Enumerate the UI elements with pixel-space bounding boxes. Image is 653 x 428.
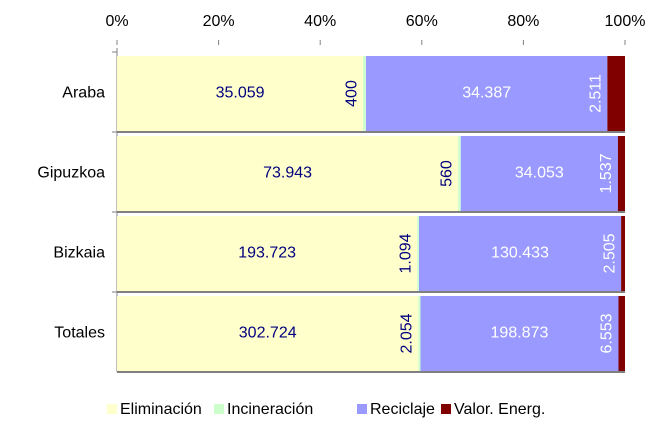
x-tick-label: 0%: [105, 13, 128, 30]
data-label: 73.943: [263, 165, 312, 182]
legend-label: Eliminación: [120, 401, 202, 418]
data-label: 193.723: [238, 245, 296, 262]
legend-swatch: [357, 404, 367, 414]
data-label: 35.059: [216, 85, 265, 102]
bar-segment: [621, 216, 625, 291]
y-tick-label: Araba: [62, 85, 105, 102]
x-tick-label: 40%: [304, 13, 336, 30]
legend-label: Reciclaje: [370, 401, 435, 418]
legend-swatch: [214, 404, 224, 414]
bar-segment: [365, 56, 608, 131]
legend-swatch: [441, 404, 451, 414]
bar-segment: [117, 56, 364, 131]
data-label: 2.505: [601, 233, 618, 273]
bar-segment: [460, 136, 618, 211]
data-label: 560: [438, 160, 455, 187]
x-tick-label: 60%: [406, 13, 438, 30]
data-label: 34.387: [462, 85, 511, 102]
y-tick-label: Gipuzkoa: [37, 165, 105, 182]
x-tick-label: 80%: [507, 13, 539, 30]
data-label: 6.553: [599, 313, 616, 353]
bar-segment: [420, 296, 619, 371]
y-tick-label: Totales: [54, 325, 105, 342]
legend-label: Valor. Energ.: [454, 401, 545, 418]
bar-segment: [117, 216, 418, 291]
bar-segment: [417, 216, 419, 291]
bar-segment: [117, 136, 459, 211]
bar-segment: [363, 56, 366, 131]
bar-segment: [617, 136, 625, 211]
data-label: 34.053: [515, 165, 564, 182]
x-tick-label: 100%: [605, 13, 646, 30]
data-label: 2.511: [588, 74, 605, 113]
y-tick-label: Bizkaia: [53, 245, 105, 262]
bar-segment: [418, 216, 622, 291]
x-tick-label: 20%: [203, 13, 235, 30]
data-label: 198.873: [491, 325, 549, 342]
data-label: 302.724: [239, 325, 297, 342]
data-label: 1.537: [598, 153, 615, 193]
data-label: 400: [343, 80, 360, 107]
bar-segment: [117, 296, 419, 371]
data-label: 1.094: [397, 233, 414, 273]
bar-segment: [607, 56, 625, 131]
legend-label: Incineración: [227, 401, 313, 418]
data-label: 2.054: [399, 313, 416, 353]
data-label: 130.433: [491, 245, 549, 262]
bar-segment: [458, 136, 461, 211]
legend-swatch: [107, 404, 117, 414]
bar-segment: [618, 296, 625, 371]
bar-segment: [418, 296, 421, 371]
